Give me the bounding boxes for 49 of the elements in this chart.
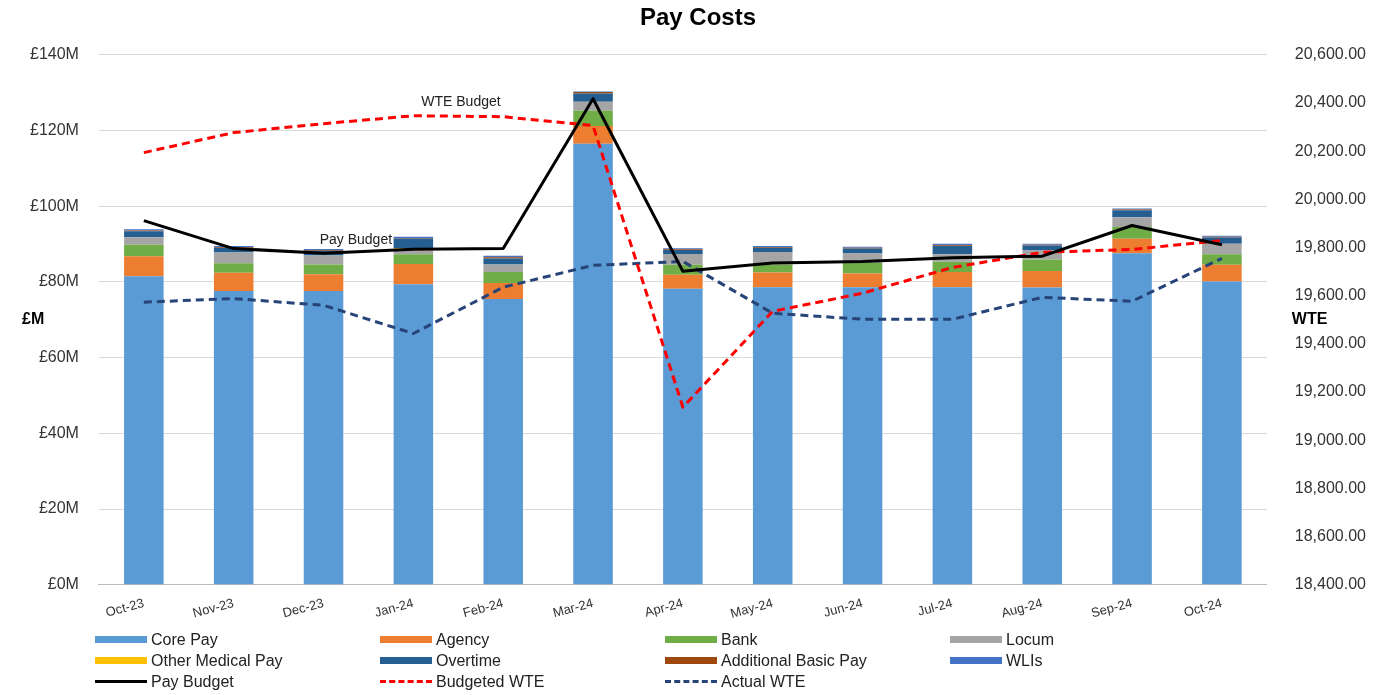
y-axis-title: £M (22, 310, 45, 328)
x-tick-label: Mar-24 (551, 595, 595, 621)
y2-tick-label: 18,800.00 (1294, 478, 1367, 496)
x-tick-label: Oct-24 (1182, 595, 1224, 620)
y2-tick-label: 20,000.00 (1294, 189, 1367, 207)
y2-tick-label: 19,600.00 (1294, 286, 1367, 304)
legend-label: WLIs (1006, 651, 1043, 670)
annotation: Pay Budget (319, 231, 393, 248)
y-tick-label: £60M (38, 348, 79, 366)
y-tick-label: £20M (38, 499, 79, 517)
y-tick-label: £120M (30, 120, 79, 138)
y2-tick-label: 19,800.00 (1294, 237, 1367, 255)
x-tick-label: Dec-23 (280, 595, 326, 621)
y2-tick-label: 18,400.00 (1294, 575, 1367, 593)
y2-tick-label: 20,400.00 (1294, 93, 1367, 111)
y2-tick-label: 20,600.00 (1294, 45, 1367, 63)
legend-label: Budgeted WTE (436, 672, 545, 691)
chart-title: Pay Costs (639, 3, 757, 31)
x-tick-label: Sep-24 (1089, 595, 1134, 621)
legend-label: Agency (436, 630, 490, 649)
x-tick-label: Feb-24 (461, 595, 505, 621)
x-tick-label: Jun-24 (821, 595, 865, 620)
y-tick-label: £100M (30, 196, 79, 214)
legend-label: Overtime (436, 651, 501, 670)
x-tick-label: Jan-24 (372, 595, 416, 620)
y2-tick-label: 19,000.00 (1294, 430, 1367, 448)
annotation: WTE Budget (421, 93, 501, 110)
legend-label: Bank (721, 630, 758, 649)
legend-label: Additional Basic Pay (721, 651, 867, 670)
x-tick-label: May-24 (728, 595, 775, 621)
y2-tick-label: 20,200.00 (1294, 141, 1367, 159)
y-tick-label: £140M (30, 45, 79, 63)
y2-tick-label: 18,600.00 (1294, 526, 1367, 544)
x-tick-label: Oct-23 (103, 595, 146, 620)
x-tick-label: Jul-24 (915, 595, 955, 619)
legend-label: Core Pay (151, 630, 218, 649)
y-tick-label: £40M (38, 423, 79, 441)
legend-label: Other Medical Pay (151, 651, 283, 670)
y-tick-label: £0M (47, 575, 79, 593)
y-tick-label: £80M (38, 272, 79, 290)
y2-tick-label: 19,200.00 (1294, 382, 1367, 400)
x-tick-label: Nov-23 (191, 595, 236, 621)
legend-label: Pay Budget (151, 672, 234, 691)
x-tick-label: Apr-24 (642, 595, 685, 620)
legend-label: Locum (1006, 630, 1055, 649)
legend-label: Actual WTE (721, 672, 806, 691)
y2-tick-label: 19,400.00 (1294, 334, 1367, 352)
x-tick-label: Aug-24 (999, 595, 1044, 621)
y2-axis-title: WTE (1291, 310, 1328, 328)
